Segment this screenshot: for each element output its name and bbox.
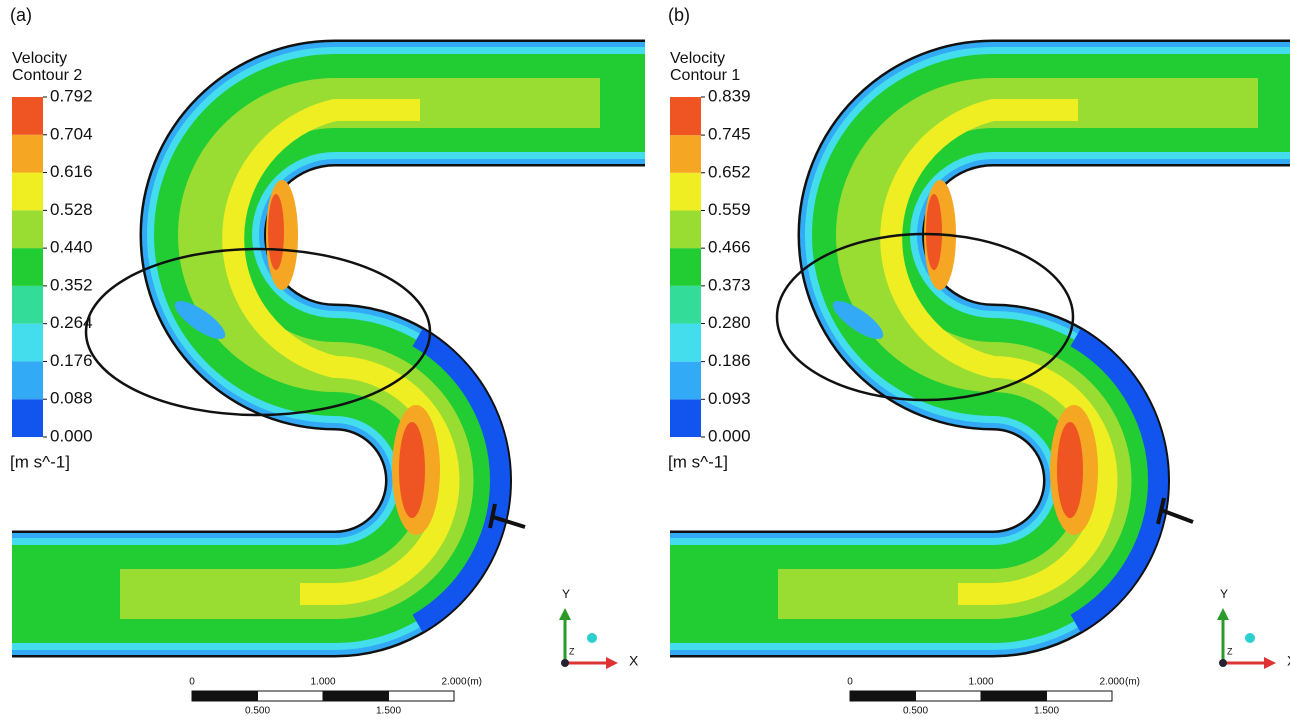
legend-unit: [m s^-1] bbox=[10, 452, 70, 471]
legend-tick-label: 0.088 bbox=[50, 389, 93, 408]
z-axis-label: Z bbox=[1227, 646, 1233, 656]
y-axis-label: Y bbox=[562, 587, 570, 601]
velocity-field bbox=[12, 103, 645, 623]
panel-b bbox=[670, 103, 1290, 623]
legend-tick-label: 0.704 bbox=[50, 124, 93, 143]
view-sphere bbox=[587, 633, 597, 643]
scale-label: 1.000 bbox=[310, 677, 335, 688]
color-band bbox=[670, 324, 701, 362]
legend-tick-label: 0.264 bbox=[50, 313, 93, 332]
scale-segment bbox=[389, 691, 455, 701]
scale-label: 0 bbox=[189, 677, 195, 688]
color-band bbox=[670, 210, 701, 248]
legend-tick-label: 0.528 bbox=[50, 200, 93, 219]
color-band bbox=[670, 248, 701, 286]
color-band bbox=[670, 135, 701, 173]
y-axis-head bbox=[1217, 608, 1229, 620]
scale-segment bbox=[916, 691, 982, 701]
scale-label: 0.500 bbox=[245, 706, 270, 717]
scale-segment bbox=[850, 691, 916, 701]
scale-segment bbox=[1047, 691, 1113, 701]
color-band bbox=[670, 286, 701, 324]
scale-label: 1.500 bbox=[376, 706, 401, 717]
legend-title: Contour 2 bbox=[12, 67, 82, 84]
legend-tick-label: 0.373 bbox=[708, 275, 751, 294]
color-band bbox=[670, 362, 701, 400]
legend-tick-label: 0.745 bbox=[708, 125, 751, 144]
color-band bbox=[12, 210, 43, 248]
legend-tick-label: 0.000 bbox=[50, 426, 93, 445]
x-axis-head bbox=[606, 657, 618, 669]
x-axis-label: X bbox=[629, 653, 639, 669]
legend-tick-label: 0.616 bbox=[50, 162, 93, 181]
legend-tick-label: 0.280 bbox=[708, 313, 751, 332]
scale-segment bbox=[981, 691, 1047, 701]
color-band bbox=[12, 286, 43, 324]
scale-label: 0.500 bbox=[903, 706, 928, 717]
panel-label: (b) bbox=[668, 5, 690, 25]
figure: (a)VelocityContour 20.0000.0880.1760.264… bbox=[0, 0, 1290, 720]
legend-tick-label: 0.000 bbox=[708, 426, 751, 445]
y-axis-label: Y bbox=[1220, 587, 1228, 601]
x-axis-head bbox=[1264, 657, 1276, 669]
scale-segment bbox=[323, 691, 389, 701]
legend-title: Velocity bbox=[670, 50, 725, 67]
color-band bbox=[12, 173, 43, 211]
scale-label: 1.500 bbox=[1034, 706, 1059, 717]
scale-segment bbox=[258, 691, 324, 701]
color-band bbox=[670, 173, 701, 211]
panel-label: (a) bbox=[10, 5, 32, 25]
legend-tick-label: 0.792 bbox=[50, 86, 93, 105]
color-band bbox=[12, 324, 43, 362]
scale-label: 2.000 bbox=[441, 677, 466, 688]
color-band bbox=[670, 97, 701, 135]
color-band bbox=[12, 399, 43, 437]
legend-tick-label: 0.839 bbox=[708, 86, 751, 105]
y-axis-head bbox=[559, 608, 571, 620]
legend-tick-label: 0.176 bbox=[50, 351, 93, 370]
legend-tick-label: 0.093 bbox=[708, 389, 751, 408]
color-band bbox=[12, 135, 43, 173]
legend-tick-label: 0.186 bbox=[708, 351, 751, 370]
scale-label: 1.000 bbox=[968, 677, 993, 688]
scale-unit: (m) bbox=[1125, 677, 1140, 688]
z-axis-label: Z bbox=[569, 646, 575, 656]
legend-title: Velocity bbox=[12, 50, 67, 67]
legend-title: Contour 1 bbox=[670, 67, 740, 84]
scale-segment bbox=[192, 691, 258, 701]
legend-unit: [m s^-1] bbox=[668, 452, 728, 471]
scale-label: 2.000 bbox=[1099, 677, 1124, 688]
color-band bbox=[12, 248, 43, 286]
scale-unit: (m) bbox=[467, 677, 482, 688]
velocity-field bbox=[670, 103, 1290, 623]
legend-tick-label: 0.466 bbox=[708, 238, 751, 257]
legend-tick-label: 0.440 bbox=[50, 238, 93, 257]
legend-tick-label: 0.559 bbox=[708, 200, 751, 219]
z-axis-origin bbox=[561, 659, 569, 667]
view-sphere bbox=[1245, 633, 1255, 643]
color-band bbox=[12, 361, 43, 399]
legend-tick-label: 0.352 bbox=[50, 275, 93, 294]
panel-a bbox=[12, 103, 645, 623]
color-band bbox=[12, 97, 43, 135]
scale-label: 0 bbox=[847, 677, 853, 688]
color-band bbox=[670, 399, 701, 437]
z-axis-origin bbox=[1219, 659, 1227, 667]
legend-tick-label: 0.652 bbox=[708, 162, 751, 181]
